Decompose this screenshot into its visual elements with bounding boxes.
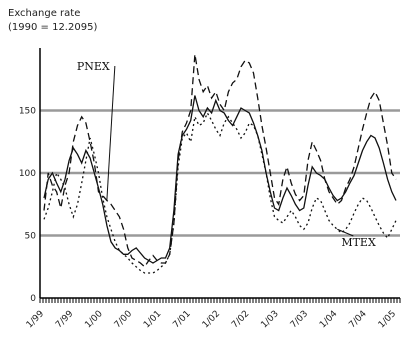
- x-tick-label: 7/99: [54, 309, 76, 331]
- series-label-leader: [106, 65, 116, 201]
- y-tick-label: 100: [19, 169, 36, 179]
- series-label: MTEX: [341, 236, 376, 249]
- series-label: PNEX: [77, 60, 110, 73]
- x-tick-label: 1/02: [201, 309, 222, 330]
- x-tick-label: 1/04: [318, 309, 340, 331]
- y-tick-label: 50: [25, 232, 37, 242]
- series-line-3: [43, 95, 397, 264]
- x-tick-label: 7/04: [347, 309, 369, 331]
- chart-title: Exchange rate: [8, 8, 80, 19]
- x-tick-label: 7/00: [113, 309, 135, 331]
- series-label-leader: [337, 228, 354, 237]
- series-labels: PNEX MTEX: [77, 60, 376, 249]
- series-lines: [43, 54, 397, 274]
- y-tick-label: 150: [19, 107, 36, 117]
- chart-subtitle: (1990 = 12.2095): [8, 22, 97, 33]
- series-line-2: [43, 111, 397, 274]
- x-tick-label: 1/99: [25, 309, 47, 331]
- x-axis-labels: 1/99 7/99 1/00 7/00 1/01 7/01 1/02 7/02 1/03 7/03…: [25, 309, 398, 331]
- x-tick-label: 1/01: [142, 309, 163, 330]
- y-axis-ticks: 0 50 100 150: [19, 107, 36, 305]
- y-tick-label: 0: [30, 294, 36, 304]
- x-tick-label: 7/01: [171, 309, 192, 330]
- x-axis-minor-ticks: [39, 298, 401, 303]
- x-tick-label: 7/02: [230, 309, 251, 330]
- x-tick-label: 1/00: [83, 309, 105, 331]
- x-tick-label: 1/03: [259, 309, 280, 330]
- x-tick-label: 1/05: [377, 309, 398, 330]
- x-tick-label: 7/03: [289, 309, 310, 330]
